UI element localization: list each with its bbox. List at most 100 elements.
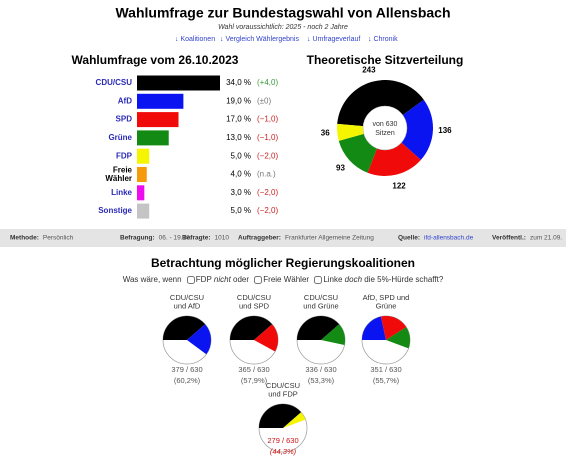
seat-label: 93 bbox=[336, 163, 345, 172]
question-text: Was wäre, wenn bbox=[122, 275, 182, 284]
value-label: 4,0 % bbox=[231, 170, 251, 179]
party-name: Freie bbox=[113, 165, 133, 174]
party-name[interactable]: SPD bbox=[116, 115, 133, 124]
coalition-percent: (53,3%) bbox=[308, 376, 335, 385]
bar bbox=[137, 75, 220, 91]
party-name[interactable]: CDU/CSU bbox=[96, 78, 133, 87]
coalition-name: CDU/CSU bbox=[170, 293, 204, 302]
coalition-result: 279 / 630 bbox=[267, 436, 298, 445]
info-label: Befragte: bbox=[182, 235, 211, 242]
party-name[interactable]: Sonstige bbox=[98, 206, 132, 215]
info-bar bbox=[0, 229, 566, 247]
value-label: 5,0 % bbox=[231, 151, 251, 160]
seat-label: 136 bbox=[438, 126, 452, 135]
coalition-segment bbox=[321, 324, 345, 345]
seat-segment bbox=[337, 79, 424, 127]
option: Linke bbox=[323, 275, 343, 284]
seat-segment bbox=[337, 123, 364, 141]
subtitle: Wahl voraussichtlich: 2025 - noch 2 Jahr… bbox=[218, 24, 348, 31]
change-label: (−1,0) bbox=[257, 133, 278, 142]
info-label: Veröffentl.: bbox=[492, 235, 526, 242]
change-label: (−2,0) bbox=[257, 151, 278, 160]
coalition-segment bbox=[283, 412, 306, 428]
seat-label: 243 bbox=[362, 65, 376, 74]
coalition-segment bbox=[297, 316, 340, 340]
value-label: 13,0 % bbox=[226, 133, 251, 142]
coalition-segment bbox=[230, 316, 273, 340]
value-label: 5,0 % bbox=[231, 206, 251, 215]
coalition-segment bbox=[163, 316, 206, 340]
center-label: Sitzen bbox=[375, 130, 395, 137]
info-label: Auftraggeber: bbox=[238, 235, 281, 242]
page-title: Wahlumfrage zur Bundestagswahl von Allen… bbox=[115, 5, 450, 21]
coalition-name: und SPD bbox=[239, 301, 270, 310]
question-text: doch bbox=[344, 275, 363, 284]
coalition-name: CDU/CSU bbox=[304, 293, 338, 302]
coalition-result: 379 / 630 bbox=[171, 365, 202, 374]
coalition-percent: (55,7%) bbox=[373, 376, 400, 385]
question-text: nicht bbox=[213, 275, 231, 284]
checkbox[interactable] bbox=[314, 275, 323, 284]
coalition-segment bbox=[386, 327, 410, 349]
party-name[interactable]: AfD bbox=[118, 96, 132, 105]
coalition-percent: (44,3%) bbox=[270, 447, 297, 456]
change-label: (−2,0) bbox=[257, 206, 278, 215]
seat-segment bbox=[338, 133, 378, 173]
bar bbox=[137, 185, 145, 201]
seats-title: Theoretische Sitzverteilung bbox=[307, 53, 464, 67]
coalition-segment bbox=[187, 324, 211, 355]
coalition-segment bbox=[254, 324, 278, 352]
coalition-name: CDU/CSU bbox=[266, 381, 300, 390]
center-label: von 630 bbox=[373, 121, 398, 128]
bar bbox=[137, 93, 184, 109]
nav-link[interactable]: ↓ Koalitionen bbox=[175, 36, 215, 43]
coalition-segment bbox=[380, 316, 407, 340]
info-label: Methode: bbox=[10, 235, 39, 242]
info-value: Persönlich bbox=[43, 235, 74, 242]
change-label: (−2,0) bbox=[257, 188, 278, 197]
coalitions-title: Betrachtung möglicher Regierungskoalitio… bbox=[151, 256, 415, 270]
coalition-name: CDU/CSU bbox=[237, 293, 271, 302]
checkbox[interactable] bbox=[186, 275, 195, 284]
poll-title: Wahlumfrage vom 26.10.2023 bbox=[72, 53, 239, 67]
info-value: 1010 bbox=[215, 235, 230, 242]
party-name[interactable]: Grüne bbox=[108, 133, 132, 142]
question: Was wäre, wenn FDP nicht oder Freie Wähl… bbox=[0, 275, 566, 284]
change-label: (±0) bbox=[257, 96, 272, 105]
coalition-result: 336 / 630 bbox=[305, 365, 336, 374]
change-label: (n.a.) bbox=[257, 170, 276, 179]
checkbox[interactable] bbox=[254, 275, 263, 284]
info-value[interactable]: ifd-allensbach.de bbox=[424, 235, 474, 242]
question-text: oder bbox=[233, 275, 250, 284]
party-name[interactable]: Linke bbox=[111, 188, 132, 197]
nav-link[interactable]: ↓ Vergleich Wählergebnis bbox=[220, 36, 299, 43]
value-label: 19,0 % bbox=[226, 96, 251, 105]
coalition-segment bbox=[362, 316, 386, 340]
info-value: zum 21.09. bbox=[530, 235, 562, 242]
bar bbox=[137, 112, 179, 128]
seat-label: 122 bbox=[392, 181, 406, 190]
seat-segment bbox=[401, 99, 433, 160]
nav-link[interactable]: ↓ Chronik bbox=[368, 36, 398, 43]
coalition-name: und AfD bbox=[174, 301, 201, 310]
nav-link[interactable]: ↓ Umfrageverlauf bbox=[307, 36, 360, 43]
coalition-name: und Grüne bbox=[303, 301, 338, 310]
seat-segment bbox=[367, 142, 421, 176]
coalition-name: AfD, SPD und bbox=[363, 293, 410, 302]
info-value: Frankfurter Allgemeine Zeitung bbox=[285, 235, 374, 242]
info-label: Quelle: bbox=[398, 235, 420, 242]
option: Freie Wähler bbox=[263, 275, 310, 284]
coalition-percent: (60,2%) bbox=[174, 376, 201, 385]
coalition-name: Grüne bbox=[376, 301, 397, 310]
bar bbox=[137, 130, 169, 146]
coalition-name: und FDP bbox=[268, 389, 298, 398]
party-name[interactable]: FDP bbox=[116, 151, 133, 160]
coalition-result: 351 / 630 bbox=[370, 365, 401, 374]
info-label: Befragung: bbox=[120, 235, 155, 242]
bar bbox=[137, 167, 147, 182]
option: FDP bbox=[195, 275, 212, 284]
info-value: 06. - 19.10. bbox=[159, 235, 192, 242]
coalition-segment bbox=[259, 404, 302, 428]
